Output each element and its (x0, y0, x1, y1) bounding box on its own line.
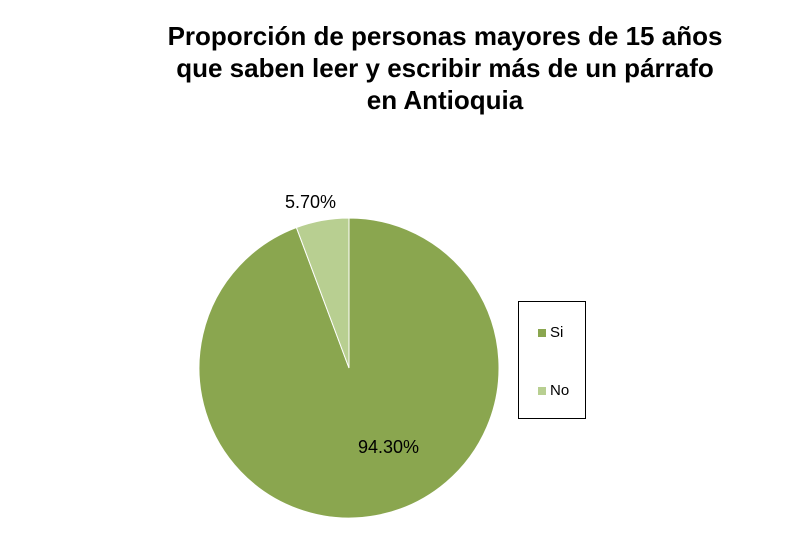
data-label-si: 94.30% (358, 437, 420, 457)
legend-item-si: Si (538, 324, 563, 341)
legend-swatch-no (538, 386, 546, 395)
legend-swatch-si (538, 328, 546, 337)
legend-label-no: No (550, 382, 570, 399)
data-label-no: 5.70% (285, 192, 337, 212)
chart-title-line-1: Proporción de personas mayores de 15 año… (167, 21, 723, 51)
chart-title: Proporción de personas mayores de 15 año… (95, 20, 795, 116)
chart-title-line-3: en Antioquia (366, 85, 524, 115)
legend: Si No (518, 301, 586, 419)
chart-title-line-2: que saben leer y escribir más de un párr… (176, 53, 714, 83)
legend-item-no: No (538, 382, 569, 399)
pie-slice-no (295, 217, 350, 369)
legend-label-si: Si (550, 324, 564, 341)
